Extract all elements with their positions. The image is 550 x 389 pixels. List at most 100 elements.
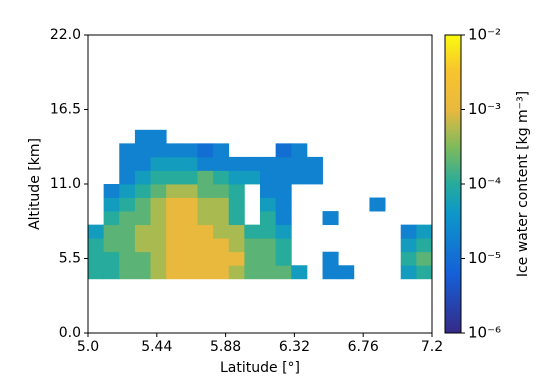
heatmap-cell bbox=[291, 143, 308, 158]
x-tick-label: 5.0 bbox=[77, 339, 99, 355]
heatmap-cell bbox=[369, 197, 386, 212]
y-tick-label: 16.5 bbox=[50, 102, 81, 118]
heatmap-cell bbox=[166, 143, 183, 158]
heatmap-cell bbox=[134, 238, 151, 253]
heatmap-cell bbox=[119, 238, 136, 253]
heatmap-cell bbox=[166, 197, 183, 212]
heatmap-cell bbox=[400, 238, 417, 253]
heatmap-cell bbox=[150, 143, 167, 158]
colorbar-label: Ice water content [kg m⁻³] bbox=[515, 91, 531, 277]
heatmap-cell bbox=[322, 211, 339, 226]
heatmap-cell bbox=[197, 224, 214, 239]
heatmap-cell bbox=[260, 251, 277, 266]
heatmap-cell bbox=[181, 143, 198, 158]
heatmap-cell bbox=[181, 265, 198, 280]
heatmap-cell bbox=[228, 211, 245, 226]
heatmap-cell bbox=[166, 184, 183, 198]
heatmap-cell bbox=[275, 224, 292, 239]
heatmap-cell bbox=[260, 197, 277, 212]
heatmap-cell bbox=[166, 251, 183, 266]
heatmap-cell bbox=[228, 170, 245, 185]
heatmap-cell bbox=[275, 170, 292, 185]
heatmap-cell bbox=[150, 197, 167, 212]
heatmap-cell bbox=[228, 251, 245, 266]
heatmap-cell bbox=[228, 184, 245, 198]
heatmap-cell bbox=[275, 143, 292, 158]
heatmap-cell bbox=[275, 156, 292, 171]
heatmap-cell bbox=[244, 265, 261, 280]
heatmap-cell bbox=[103, 251, 120, 266]
heatmap-cell bbox=[275, 238, 292, 253]
heatmap-cell bbox=[244, 156, 261, 171]
heatmap-cell bbox=[197, 211, 214, 226]
heatmap-cell bbox=[416, 224, 433, 239]
x-tick-label: 5.88 bbox=[210, 339, 241, 355]
heatmap-cell bbox=[291, 156, 308, 171]
heatmap-cell bbox=[228, 238, 245, 253]
heatmap-cell bbox=[166, 224, 183, 239]
heatmap-cell bbox=[260, 170, 277, 185]
heatmap-cell bbox=[150, 184, 167, 198]
heatmap-cell bbox=[244, 238, 261, 253]
heatmap-cell bbox=[119, 156, 136, 171]
heatmap-cell bbox=[166, 156, 183, 171]
heatmap-cell bbox=[197, 197, 214, 212]
heatmap-cell bbox=[244, 224, 261, 239]
heatmap-cell bbox=[228, 156, 245, 171]
heatmap-cell bbox=[400, 265, 417, 280]
heatmap-cell bbox=[416, 265, 433, 280]
heatmap-cell bbox=[150, 224, 167, 239]
heatmap-cell bbox=[181, 156, 198, 171]
heatmap-cell bbox=[416, 251, 433, 266]
heatmap-cell bbox=[197, 265, 214, 280]
heatmap-cell bbox=[134, 251, 151, 266]
heatmap-cell bbox=[213, 184, 230, 198]
heatmap-cell bbox=[166, 265, 183, 280]
colorbar-tick-label: 10⁻⁶ bbox=[468, 324, 501, 342]
heatmap-cell bbox=[275, 265, 292, 280]
x-tick-label: 5.44 bbox=[141, 339, 172, 355]
heatmap-cell bbox=[197, 143, 214, 158]
heatmap-cell bbox=[119, 224, 136, 239]
heatmap-cell bbox=[275, 211, 292, 226]
y-tick-label: 11.0 bbox=[50, 176, 81, 192]
heatmap-cell bbox=[181, 184, 198, 198]
y-tick-label: 0.0 bbox=[59, 325, 81, 341]
heatmap-cell bbox=[181, 238, 198, 253]
heatmap-cell bbox=[181, 211, 198, 226]
heatmap-cell bbox=[213, 265, 230, 280]
heatmap-cell bbox=[166, 238, 183, 253]
heatmap-cell bbox=[88, 251, 105, 266]
heatmap-cell bbox=[166, 170, 183, 185]
y-tick-label: 22.0 bbox=[50, 27, 81, 43]
heatmap-cell bbox=[119, 265, 136, 280]
heatmap-cell bbox=[213, 143, 230, 158]
heatmap-cell bbox=[244, 251, 261, 266]
heatmap-cell bbox=[88, 265, 105, 280]
heatmap-cell bbox=[103, 265, 120, 280]
heatmap-cell bbox=[181, 197, 198, 212]
heatmap-cell bbox=[88, 238, 105, 253]
colorbar-tick-label: 10⁻³ bbox=[468, 100, 501, 118]
y-axis-label: Altitude [km] bbox=[27, 138, 43, 230]
heatmap-cell bbox=[260, 211, 277, 226]
heatmap-cell bbox=[103, 238, 120, 253]
heatmap-cell bbox=[134, 156, 151, 171]
heatmap bbox=[88, 129, 433, 280]
heatmap-cell bbox=[213, 156, 230, 171]
heatmap-cell bbox=[275, 251, 292, 266]
heatmap-cell bbox=[119, 170, 136, 185]
colorbar-tick-label: 10⁻⁵ bbox=[468, 249, 501, 267]
heatmap-cell bbox=[134, 211, 151, 226]
heatmap-cell bbox=[260, 156, 277, 171]
heatmap-cell bbox=[150, 129, 167, 144]
heatmap-cell bbox=[134, 265, 151, 280]
heatmap-cell bbox=[103, 197, 120, 212]
heatmap-cell bbox=[275, 197, 292, 212]
heatmap-cell bbox=[181, 251, 198, 266]
heatmap-cell bbox=[134, 129, 151, 144]
heatmap-cell bbox=[134, 184, 151, 198]
x-tick-label: 6.76 bbox=[348, 339, 379, 355]
heatmap-cell bbox=[166, 211, 183, 226]
